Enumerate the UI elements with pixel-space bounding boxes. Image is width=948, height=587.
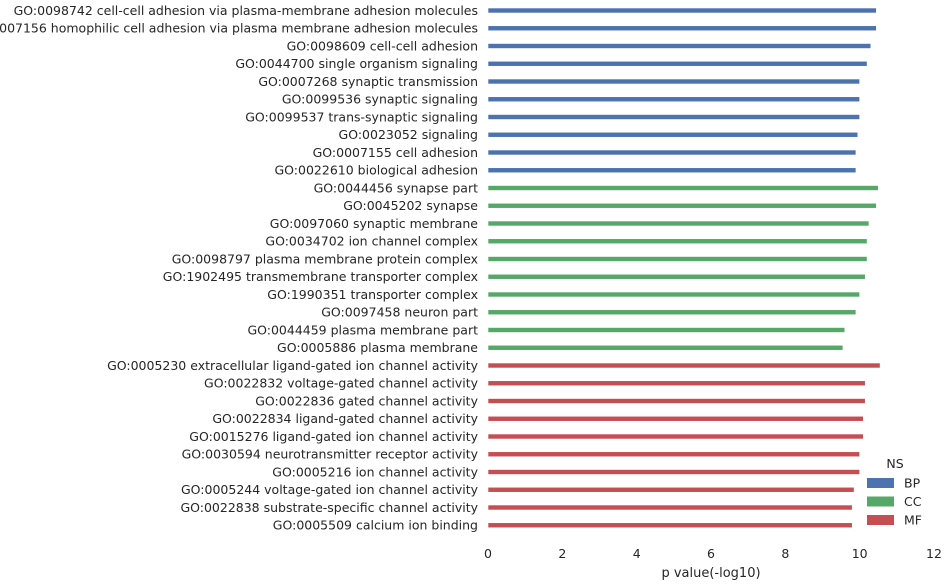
bar-bp-1 (487, 25, 877, 32)
category-label: GO:0034702 ion channel complex (265, 234, 478, 249)
bar-mf-8 (487, 504, 853, 511)
category-label: GO:0005509 calcium ion binding (273, 518, 478, 533)
bar-bp-4 (487, 78, 860, 85)
x-axis-title: p value(-log10) (661, 566, 760, 581)
x-tick-label: 6 (707, 546, 715, 561)
bar-cc-2 (487, 220, 870, 227)
category-label: GO:0022610 biological adhesion (275, 163, 479, 178)
bar-bp-9 (487, 167, 857, 174)
category-label: GO:0015276 ligand-gated ion channel acti… (189, 429, 478, 444)
bar-mf-5 (487, 451, 860, 458)
category-label: GO:0022838 substrate-specific channel ac… (180, 500, 478, 515)
bar-cc-3 (487, 238, 868, 245)
bar-bp-0 (487, 7, 877, 14)
x-tick-label: 2 (558, 546, 566, 561)
category-label: GO:0044700 single organism signaling (235, 56, 478, 71)
x-tick-label: 4 (633, 546, 641, 561)
x-tick-label: 10 (852, 546, 868, 561)
legend: NS BP CC MF (867, 456, 922, 528)
bar-bp-3 (487, 60, 868, 67)
bar-mf-4 (487, 433, 864, 440)
category-label: GO:0022832 voltage-gated channel activit… (204, 376, 479, 391)
bar-cc-4 (487, 256, 868, 262)
bars-layer (487, 7, 881, 529)
category-label: GO:0044459 plasma membrane part (247, 322, 478, 337)
legend-label-cc: CC (904, 494, 922, 509)
category-label: GO:0098609 cell-cell adhesion (287, 38, 478, 53)
x-axis: 0 2 4 6 8 10 12 (484, 546, 942, 561)
bar-cc-7 (487, 309, 857, 316)
bar-cc-8 (487, 327, 846, 333)
bar-cc-6 (487, 291, 860, 298)
legend-swatch-mf (867, 515, 894, 525)
category-label: GO:0005216 ion channel activity (272, 464, 478, 479)
legend-title: NS (886, 456, 903, 471)
legend-swatch-bp (867, 478, 894, 488)
bar-mf-9 (487, 522, 853, 529)
category-label: GO:0005244 voltage-gated ion channel act… (181, 482, 479, 497)
category-label: GO:0045202 synapse (343, 198, 478, 213)
bar-cc-9 (487, 344, 844, 351)
bar-bp-7 (487, 131, 859, 138)
category-label: GO:1902495 transmembrane transporter com… (163, 269, 478, 284)
bar-bp-2 (487, 43, 872, 49)
category-label: GO:0023052 signaling (339, 127, 478, 142)
bar-mf-3 (487, 415, 864, 422)
bar-cc-1 (487, 202, 877, 209)
category-label: GO:0007268 synaptic transmission (258, 74, 478, 89)
bar-mf-2 (487, 398, 866, 404)
category-label: GO:0005886 plasma membrane (277, 340, 478, 355)
bar-mf-6 (487, 469, 860, 475)
category-label: GO:0098742 cell-cell adhesion via plasma… (14, 3, 478, 18)
category-label: GO:1990351 transporter complex (267, 287, 478, 302)
category-label: GO:0007156 homophilic cell adhesion via … (0, 21, 478, 36)
legend-swatch-cc (867, 496, 894, 507)
bar-mf-1 (487, 380, 866, 387)
category-label: GO:0022834 ligand-gated channel activity (212, 411, 478, 426)
category-label: GO:0022836 gated channel activity (255, 393, 478, 408)
bar-mf-7 (487, 486, 855, 493)
x-tick-label: 12 (926, 546, 942, 561)
bar-mf-0 (487, 362, 881, 369)
category-label: GO:0005230 extracellular ligand-gated io… (107, 358, 479, 373)
category-label: GO:0097060 synaptic membrane (270, 216, 479, 231)
category-label: GO:0097458 neuron part (321, 305, 478, 320)
x-tick-label: 8 (781, 546, 789, 561)
category-label: GO:0099536 synaptic signaling (282, 92, 478, 107)
legend-label-bp: BP (904, 476, 921, 491)
x-tick-label: 0 (484, 546, 492, 561)
bar-bp-6 (487, 114, 860, 120)
bar-cc-5 (487, 273, 866, 280)
category-label: GO:0098797 plasma membrane protein compl… (172, 251, 478, 266)
bar-bp-5 (487, 96, 860, 103)
category-label: GO:0007155 cell adhesion (313, 145, 478, 160)
category-label: GO:0099537 trans-synaptic signaling (245, 109, 478, 124)
category-label: GO:0030594 neurotransmitter receptor act… (182, 447, 479, 462)
legend-label-mf: MF (904, 513, 922, 528)
bar-bp-8 (487, 149, 857, 156)
category-label: GO:0044456 synapse part (314, 180, 478, 195)
bar-cc-0 (487, 185, 879, 191)
category-labels: GO:0098742 cell-cell adhesion via plasma… (0, 3, 479, 533)
